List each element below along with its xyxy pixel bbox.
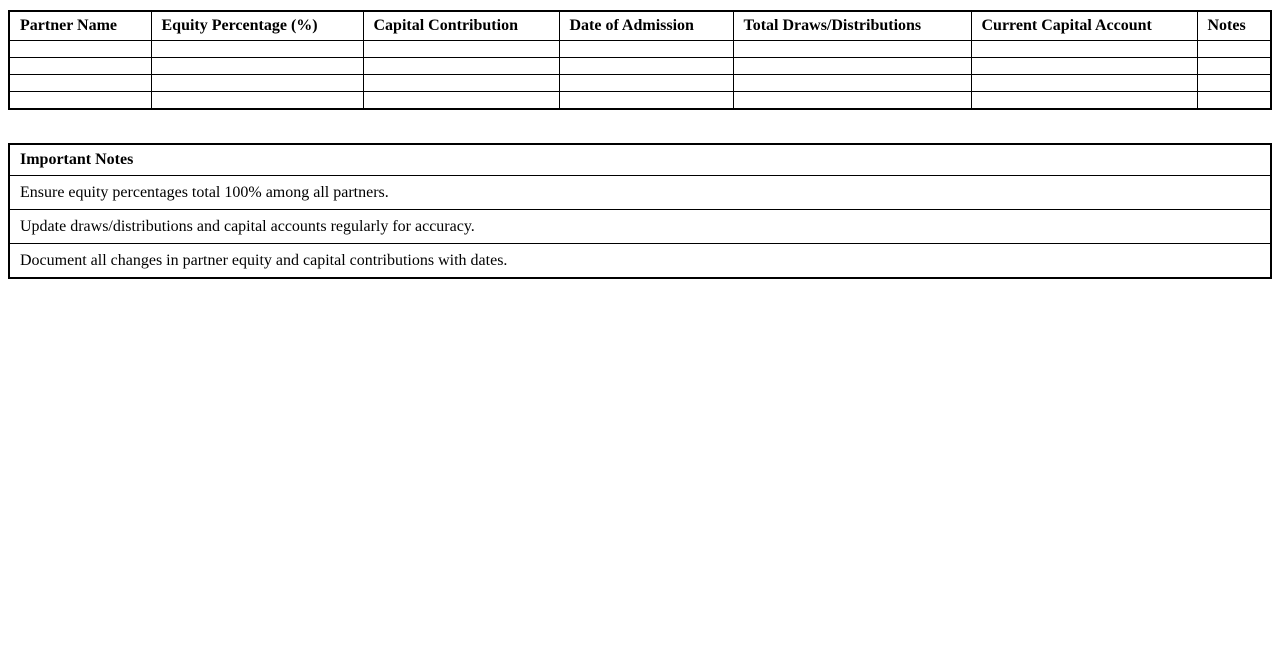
note-row: Update draws/distributions and capital a… [8,209,1272,244]
column-header-equity-percentage: Equity Percentage (%) [150,10,364,41]
empty-cell [362,57,560,75]
empty-cell [558,40,734,58]
notes-header-row: Important Notes [8,143,1272,176]
empty-cell [8,40,152,58]
empty-partner-row [8,57,1272,75]
empty-cell [8,91,152,110]
empty-cell [558,74,734,92]
partner-table-header-row: Partner Name Equity Percentage (%) Capit… [8,10,1272,41]
column-header-capital-contribution: Capital Contribution [362,10,560,41]
empty-cell [732,57,972,75]
empty-cell [1196,40,1272,58]
empty-cell [362,74,560,92]
empty-cell [150,40,364,58]
empty-partner-row [8,91,1272,110]
empty-cell [8,57,152,75]
empty-cell [970,40,1198,58]
notes-header: Important Notes [8,143,1272,176]
important-notes-table: Important Notes Ensure equity percentage… [8,143,1272,279]
empty-cell [362,91,560,110]
note-item: Document all changes in partner equity a… [8,243,1272,279]
page: Partner Name Equity Percentage (%) Capit… [0,0,1278,289]
partner-table-body [8,40,1272,110]
note-row: Ensure equity percentages total 100% amo… [8,175,1272,210]
empty-cell [732,40,972,58]
empty-cell [558,91,734,110]
note-item: Ensure equity percentages total 100% amo… [8,175,1272,210]
empty-partner-row [8,74,1272,92]
empty-cell [732,91,972,110]
empty-cell [732,74,972,92]
partner-equity-table: Partner Name Equity Percentage (%) Capit… [8,10,1272,110]
empty-cell [8,74,152,92]
empty-cell [970,91,1198,110]
empty-cell [150,74,364,92]
empty-cell [1196,74,1272,92]
note-item: Update draws/distributions and capital a… [8,209,1272,244]
empty-cell [150,57,364,75]
empty-cell [558,57,734,75]
note-row: Document all changes in partner equity a… [8,243,1272,279]
empty-cell [150,91,364,110]
column-header-current-capital-account: Current Capital Account [970,10,1198,41]
empty-partner-row [8,40,1272,58]
empty-cell [362,40,560,58]
empty-cell [970,57,1198,75]
column-header-total-draws-distributions: Total Draws/Distributions [732,10,972,41]
empty-cell [1196,91,1272,110]
empty-cell [970,74,1198,92]
empty-cell [1196,57,1272,75]
column-header-notes: Notes [1196,10,1272,41]
column-header-partner-name: Partner Name [8,10,152,41]
column-header-date-of-admission: Date of Admission [558,10,734,41]
